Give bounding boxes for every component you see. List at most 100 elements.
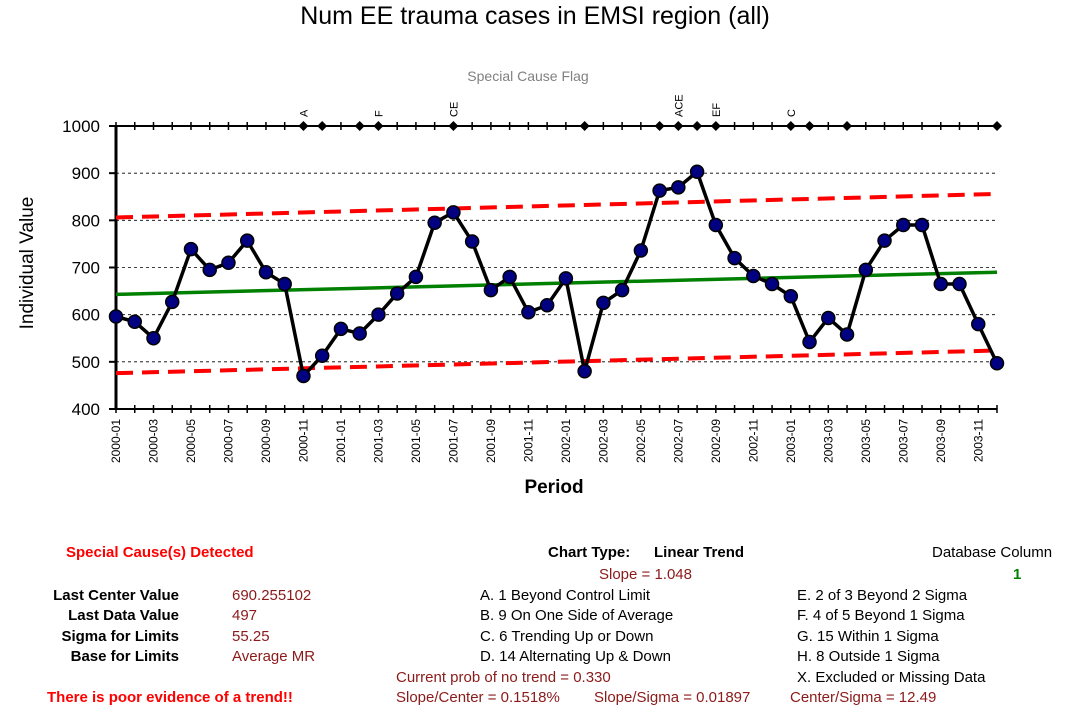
- x-tick-label: 2003-05: [859, 419, 873, 463]
- flag-marker: [354, 121, 365, 131]
- y-tick-label: 500: [72, 353, 100, 372]
- x-tick-label: 2001-07: [446, 419, 460, 463]
- rule-a: A. 1 Beyond Control Limit: [480, 587, 651, 604]
- x-tick-label: 2001-03: [371, 419, 385, 463]
- base-value: Average MR: [232, 648, 316, 665]
- chart-type-value: Linear Trend: [654, 544, 745, 561]
- data-point: [221, 255, 236, 271]
- data-point: [802, 334, 817, 350]
- data-point: [577, 364, 592, 379]
- slope-value: Slope = 1.048: [599, 566, 692, 583]
- data-point: [464, 234, 480, 249]
- x-tick-label: 2000-09: [259, 419, 273, 463]
- chart-title: Num EE trauma cases in EMSI region (all): [300, 2, 770, 30]
- flag-marker: [298, 121, 309, 131]
- database-column-label: Database Column: [932, 544, 1053, 561]
- data-point: [127, 314, 142, 329]
- x-tick-label: 2002-01: [559, 419, 573, 463]
- x-tick-label: 2002-11: [746, 419, 760, 462]
- flag-marker: [373, 121, 384, 131]
- y-tick-label: 900: [72, 164, 100, 183]
- data-point: [914, 217, 930, 233]
- data-point: [764, 276, 780, 292]
- x-tick-label: 2000-03: [146, 419, 160, 463]
- rule-e: E. 2 of 3 Beyond 2 Sigma: [797, 587, 968, 604]
- data-point: [352, 326, 367, 341]
- data-point: [408, 269, 424, 285]
- data-point: [783, 289, 799, 304]
- x-tick-label: 2002-03: [596, 419, 610, 463]
- x-tick-label: 2000-11: [296, 419, 310, 462]
- data-point: [427, 215, 442, 230]
- flag-marker: [317, 121, 328, 131]
- upper-control-limit: [115, 191, 998, 220]
- y-axis-label: Individual Value: [17, 197, 38, 330]
- rule-c: C. 6 Trending Up or Down: [480, 628, 654, 645]
- flag-marker: [992, 121, 1002, 131]
- y-tick-label: 400: [72, 400, 100, 419]
- x-tick-label: 2002-09: [709, 419, 723, 463]
- data-point: [314, 348, 330, 363]
- last-center-label: Last Center Value: [53, 587, 179, 604]
- data-point: [896, 217, 911, 233]
- slope-sigma: Slope/Sigma = 0.01897: [594, 689, 751, 706]
- prob-no-trend: Current prob of no trend = 0.330: [396, 669, 611, 686]
- data-point: [277, 276, 292, 292]
- x-tick-label: 2003-07: [896, 419, 910, 463]
- data-point: [539, 297, 555, 313]
- x-axis-label: Period: [524, 477, 583, 498]
- x-tick-label: 2001-01: [334, 419, 348, 463]
- data-point: [746, 268, 761, 284]
- data-point: [446, 205, 461, 220]
- y-tick-label: 1000: [62, 117, 100, 136]
- flag-marker: [579, 121, 590, 131]
- flag-label: F: [373, 110, 385, 117]
- data-point: [108, 309, 124, 324]
- rule-g: G. 15 Within 1 Sigma: [797, 628, 939, 645]
- data-point: [933, 276, 949, 292]
- flag-label: A: [298, 109, 310, 117]
- x-tick-label: 2000-01: [109, 419, 123, 463]
- y-tick-label: 800: [72, 211, 100, 230]
- data-point: [633, 243, 649, 258]
- rule-d: D. 14 Alternating Up & Down: [480, 648, 671, 665]
- x-tick-label: 2001-11: [521, 419, 535, 462]
- data-point: [671, 180, 686, 195]
- data-point: [146, 331, 161, 346]
- x-tick-label: 2003-03: [821, 419, 835, 463]
- last-center-value: 690.255102: [232, 587, 312, 604]
- data-point: [183, 241, 199, 257]
- rule-f: F. 4 of 5 Beyond 1 Sigma: [797, 607, 965, 624]
- data-point: [202, 262, 217, 278]
- y-tick-label: 700: [72, 259, 100, 278]
- last-data-value: 497: [232, 607, 258, 624]
- data-point: [333, 321, 349, 337]
- data-point: [689, 164, 705, 180]
- trend-note: There is poor evidence of a trend!!: [47, 689, 293, 706]
- sigma-value: 55.25: [232, 628, 270, 645]
- base-label: Base for Limits: [70, 648, 179, 665]
- x-tick-label: 2002-05: [634, 419, 648, 463]
- x-tick-label: 2002-07: [671, 419, 685, 463]
- flag-marker: [673, 121, 684, 131]
- flag-marker: [785, 121, 796, 131]
- rule-h: H. 8 Outside 1 Sigma: [797, 648, 940, 665]
- data-point: [821, 310, 836, 326]
- data-point: [858, 262, 874, 278]
- center-sigma: Center/Sigma = 12.49: [790, 689, 937, 706]
- chart-subtitle: Special Cause Flag: [467, 68, 588, 84]
- data-point: [164, 294, 180, 310]
- sigma-label: Sigma for Limits: [61, 628, 179, 645]
- flag-marker: [448, 121, 459, 131]
- data-point: [258, 264, 274, 280]
- y-tick-label: 600: [72, 306, 100, 325]
- x-tick-label: 2000-07: [221, 419, 235, 463]
- data-point: [371, 307, 386, 322]
- special-cause-heading: Special Cause(s) Detected: [66, 544, 254, 561]
- flag-label: EF: [711, 103, 723, 117]
- flag-marker: [804, 121, 815, 131]
- data-point: [483, 282, 499, 298]
- data-point: [521, 305, 536, 320]
- slope-center: Slope/Center = 0.1518%: [396, 689, 560, 706]
- center-trend-line: [115, 270, 998, 297]
